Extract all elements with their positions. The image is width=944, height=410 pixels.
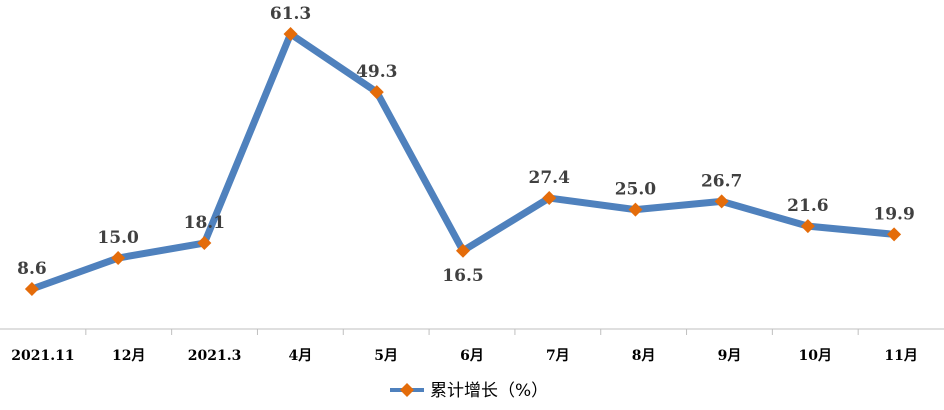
x-tick-label: 11月 — [884, 348, 917, 364]
data-point-marker — [283, 27, 298, 41]
data-label: 16.5 — [442, 266, 483, 286]
legend-label: 累计增长（%） — [430, 381, 548, 401]
data-label: 27.4 — [529, 168, 571, 188]
x-tick-label: 10月 — [799, 348, 832, 364]
data-point-marker — [714, 194, 729, 209]
data-point-marker — [24, 282, 39, 296]
x-tick-label: 6月 — [460, 348, 484, 364]
data-point-marker — [456, 243, 470, 258]
data-label: 15.0 — [97, 228, 139, 248]
data-label: 61.3 — [270, 4, 311, 24]
x-tick-label: 7月 — [546, 348, 570, 364]
data-point-marker — [800, 219, 815, 234]
x-axis — [0, 328, 944, 335]
x-tick-label: 2021.11 — [11, 348, 74, 364]
data-label: 49.3 — [356, 62, 397, 82]
legend: 累计增长（%） — [390, 381, 548, 401]
x-tick-label: 4月 — [288, 348, 312, 364]
legend-marker-sample — [400, 383, 414, 397]
data-label: 26.7 — [701, 171, 742, 191]
x-tick-labels: 2021.11 12月 2021.3 4月 5月 6月 7月 8月 9月 10月 11月 — [11, 348, 918, 364]
data-point-marker — [369, 85, 384, 100]
data-label: 18.1 — [184, 213, 225, 233]
data-point-marker — [111, 251, 126, 266]
x-tick-label: 5月 — [374, 348, 398, 364]
data-point-marker — [628, 202, 643, 217]
x-tick-label: 12月 — [112, 348, 145, 364]
data-point-marker — [197, 236, 212, 251]
data-label-layer: 8.6 15.0 18.1 61.3 49.3 16.5 27.4 25.0 26.7 21.6 1… — [17, 4, 915, 286]
marker-layer — [24, 27, 902, 296]
x-tick-label: 9月 — [718, 348, 742, 364]
data-label: 19.9 — [873, 204, 914, 224]
data-label: 25.0 — [615, 180, 657, 200]
data-point-marker — [887, 227, 902, 242]
x-tick-label: 2021.3 — [188, 348, 242, 364]
data-label: 8.6 — [17, 259, 47, 279]
x-tick-label: 8月 — [632, 348, 656, 364]
data-point-marker — [542, 191, 557, 206]
data-label: 21.6 — [787, 196, 828, 216]
